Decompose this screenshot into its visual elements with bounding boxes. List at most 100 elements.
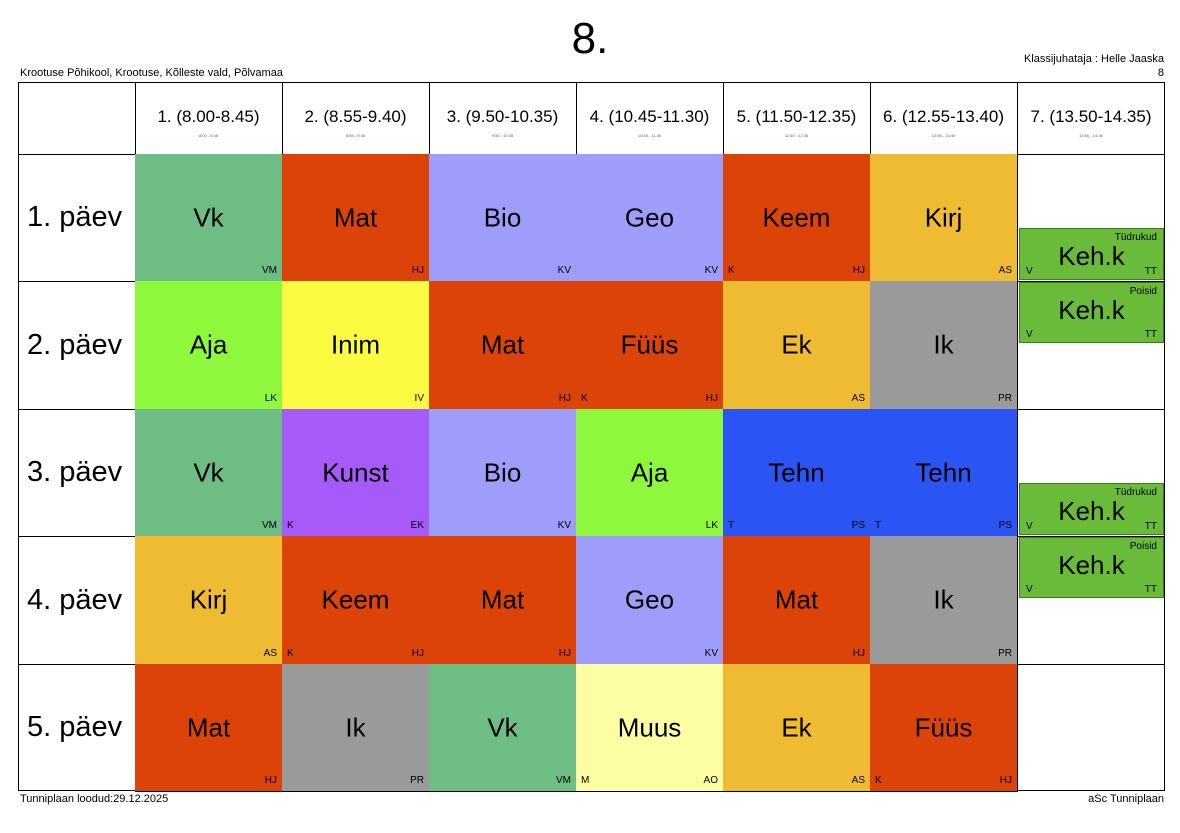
lesson-cell[interactable]: Tehn PS T bbox=[870, 409, 1018, 537]
lesson-teacher: LK bbox=[264, 393, 277, 404]
lesson-room: V bbox=[1026, 329, 1033, 340]
lesson-teacher: HJ bbox=[558, 648, 571, 659]
lesson-cell[interactable]: Kirj AS bbox=[135, 536, 283, 665]
lesson-subject: Ik bbox=[933, 584, 954, 615]
lesson-subject: Ek bbox=[781, 329, 812, 360]
lesson-subject: Ik bbox=[345, 712, 366, 742]
lesson-cell[interactable]: Kirj AS bbox=[870, 154, 1018, 282]
group-lesson-cell[interactable]: Tüdrukud Keh.k V TT bbox=[1019, 483, 1164, 535]
lesson-subject: Bio bbox=[483, 457, 522, 487]
lesson-subject: Aja bbox=[189, 329, 228, 360]
created-date: Tunniplaan loodud:29.12.2025 bbox=[20, 793, 169, 805]
period-time: 13:50 - 14:35 bbox=[1079, 133, 1103, 138]
lesson-subject: Mat bbox=[480, 584, 525, 615]
lesson-cell[interactable]: Tehn PS T bbox=[723, 409, 871, 537]
lesson-teacher: PS bbox=[998, 520, 1012, 531]
lesson-teacher: TT bbox=[1144, 521, 1157, 532]
lesson-cell[interactable]: Vk VM bbox=[135, 154, 283, 282]
lesson-cell[interactable]: Füüs HJ K bbox=[870, 664, 1018, 792]
lesson-cell[interactable]: Inim IV bbox=[282, 281, 430, 410]
lesson-group: Tüdrukud bbox=[1114, 232, 1157, 243]
lesson-cell[interactable]: Vk VM bbox=[135, 409, 283, 537]
lesson-teacher: HJ bbox=[705, 393, 718, 404]
lesson-subject: Aja bbox=[630, 457, 669, 487]
lesson-cell[interactable]: Keem HJ K bbox=[723, 154, 871, 282]
lesson-teacher: TT bbox=[1144, 329, 1157, 340]
group-lesson-cell[interactable]: Poisid Keh.k V TT bbox=[1019, 537, 1164, 598]
period-header: 1. (8.00-8.45) 8:00 - 8:45 bbox=[135, 83, 282, 154]
lesson-subject: Mat bbox=[333, 202, 378, 232]
lesson-subject: Tehn bbox=[915, 457, 972, 487]
lesson-cell[interactable]: Ik PR bbox=[870, 281, 1018, 410]
lesson-cell[interactable]: Mat HJ bbox=[135, 664, 283, 792]
lesson-room: K bbox=[287, 648, 294, 659]
lesson-room: T bbox=[875, 520, 882, 531]
software-name: aSc Tunniplaan bbox=[1088, 793, 1164, 805]
lesson-subject: Ik bbox=[933, 329, 954, 360]
lesson-room: V bbox=[1026, 266, 1033, 277]
period-header: 6. (12.55-13.40) 12:55 - 13:40 bbox=[870, 83, 1017, 154]
period-header: 4. (10.45-11.30) 10:45 - 11:30 bbox=[576, 83, 723, 154]
lesson-cell[interactable]: Kunst EK K bbox=[282, 409, 430, 537]
lesson-subject: Keh.k bbox=[1058, 550, 1125, 580]
lesson-cell[interactable]: Mat HJ bbox=[429, 536, 577, 665]
lesson-subject: Vk bbox=[487, 712, 518, 742]
lesson-teacher: KV bbox=[704, 265, 718, 276]
lesson-teacher: AS bbox=[998, 265, 1012, 276]
lesson-subject: Kirj bbox=[189, 584, 228, 615]
lesson-subject: Ek bbox=[781, 712, 812, 742]
period-time: 8:55 - 9:40 bbox=[345, 133, 366, 138]
lesson-group: Poisid bbox=[1129, 541, 1157, 552]
period-label: 1. (8.00-8.45) bbox=[157, 107, 260, 126]
lesson-room: K bbox=[287, 520, 294, 531]
lesson-cell[interactable]: Vk VM bbox=[429, 664, 577, 792]
lesson-cell[interactable]: Geo KV bbox=[576, 154, 724, 282]
lesson-teacher: HJ bbox=[558, 393, 571, 404]
lesson-teacher: KV bbox=[704, 648, 718, 659]
lesson-subject: Vk bbox=[193, 202, 224, 232]
group-lesson-cell[interactable]: Poisid Keh.k V TT bbox=[1019, 282, 1164, 343]
lesson-cell[interactable]: Ek AS bbox=[723, 281, 871, 410]
lesson-teacher: TT bbox=[1144, 266, 1157, 277]
class-teacher: Klassijuhataja : Helle Jaaska bbox=[1023, 53, 1164, 65]
day-label: 5. päev bbox=[27, 711, 123, 743]
lesson-cell[interactable]: Ek AS bbox=[723, 664, 871, 792]
lesson-teacher: LK bbox=[705, 520, 718, 531]
group-lesson-cell[interactable]: Tüdrukud Keh.k V TT bbox=[1019, 228, 1164, 280]
period-label: 4. (10.45-11.30) bbox=[589, 107, 710, 126]
lesson-teacher: PR bbox=[998, 393, 1012, 404]
lesson-cell[interactable]: Mat HJ bbox=[429, 281, 577, 410]
lesson-cell[interactable]: Aja LK bbox=[576, 409, 724, 537]
lesson-room: K bbox=[875, 775, 882, 786]
period-time: 8:00 - 8:45 bbox=[198, 133, 219, 138]
period-time: 10:45 - 11:30 bbox=[637, 133, 662, 138]
lesson-cell[interactable]: Bio KV bbox=[429, 409, 577, 537]
lesson-teacher: AS bbox=[851, 393, 865, 404]
lesson-cell[interactable]: Ik PR bbox=[870, 536, 1018, 665]
lesson-subject: Keem bbox=[762, 202, 831, 232]
day-label: 3. päev bbox=[27, 456, 123, 488]
lesson-cell[interactable]: Mat HJ bbox=[282, 154, 430, 282]
lesson-cell[interactable]: Bio KV bbox=[429, 154, 577, 282]
lesson-cell[interactable]: Ik PR bbox=[282, 664, 430, 792]
lesson-teacher: AS bbox=[851, 775, 865, 786]
lesson-teacher: EK bbox=[410, 520, 424, 531]
lesson-cell[interactable]: Keem HJ K bbox=[282, 536, 430, 665]
lesson-room: V bbox=[1026, 521, 1033, 532]
lesson-cell[interactable]: Füüs HJ K bbox=[576, 281, 724, 410]
lesson-room: V bbox=[1026, 584, 1033, 595]
lesson-subject: Tehn bbox=[768, 457, 825, 487]
period-label: 6. (12.55-13.40) bbox=[883, 107, 1004, 126]
lesson-cell[interactable]: Muus AO M bbox=[576, 664, 724, 792]
period-header: 2. (8.55-9.40) 8:55 - 9:40 bbox=[282, 83, 429, 154]
lesson-teacher: KV bbox=[557, 265, 571, 276]
lesson-subject: Füüs bbox=[914, 712, 973, 742]
lesson-cell[interactable]: Mat HJ bbox=[723, 536, 871, 665]
period-label: 7. (13.50-14.35) bbox=[1030, 107, 1152, 126]
lesson-cell[interactable]: Aja LK bbox=[135, 281, 283, 410]
lesson-subject: Keh.k bbox=[1058, 295, 1125, 325]
lesson-cell[interactable]: Geo KV bbox=[576, 536, 724, 665]
lesson-subject: Mat bbox=[774, 584, 819, 615]
class-number: 8 bbox=[1157, 67, 1164, 79]
lesson-subject: Vk bbox=[193, 457, 224, 487]
